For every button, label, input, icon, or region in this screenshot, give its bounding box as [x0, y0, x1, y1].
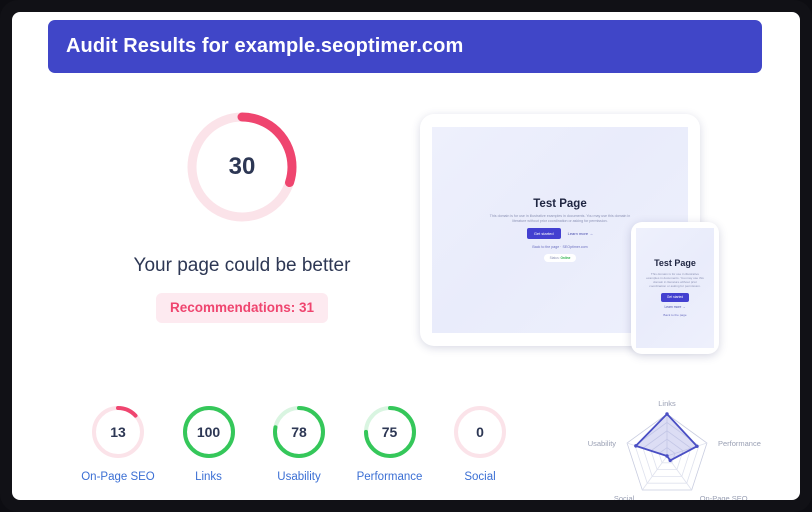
- metric-ring: 13: [90, 404, 146, 460]
- metric-performance[interactable]: 75 Performance: [346, 404, 434, 483]
- gauge-progress-arc: [187, 112, 297, 222]
- metric-ring: 78: [271, 404, 327, 460]
- preview-get-started-button: Get started: [526, 228, 561, 240]
- overall-score-gauge: 30: [182, 107, 302, 227]
- mobile-preview-title: Test Page: [654, 258, 696, 269]
- metric-ring: 75: [362, 404, 418, 460]
- radar-data-point: [695, 444, 699, 448]
- radar-grid-ring: [650, 438, 684, 470]
- mobile-preview-learn-more-link: Learn more →: [664, 304, 686, 309]
- audit-report-card: Audit Results for example.seoptimer.com …: [12, 12, 800, 500]
- radar-grid-ring: [626, 413, 708, 491]
- radar-grid-ring: [658, 447, 676, 464]
- radar-axis-label: Usability: [588, 439, 617, 448]
- metric-label: Performance: [356, 471, 423, 483]
- metric-value: 0: [476, 424, 484, 440]
- page-title: Audit Results for example.seoptimer.com: [66, 35, 464, 57]
- preview-status-value: Online: [560, 256, 571, 261]
- metric-social[interactable]: 0 Social: [436, 404, 524, 483]
- mobile-preview-actions: Get started Learn more →: [660, 292, 690, 309]
- radar-data-polygon: [634, 413, 698, 462]
- category-scores-row: 13 On-Page SEO 100 Links 78 Usability 75 Perfor…: [74, 404, 524, 483]
- metric-usability[interactable]: 78 Usability: [255, 404, 343, 483]
- preview-actions: Get started Learn more →: [526, 228, 594, 240]
- mobile-preview: Test Page This domain is for use in illu…: [631, 222, 719, 354]
- radar-axis-label: Social: [614, 494, 635, 500]
- metric-value: 78: [291, 424, 307, 440]
- mobile-preview-body-text: This domain is for use in illustrative e…: [646, 271, 704, 289]
- recommendations-badge: Recommendations: 31: [155, 293, 329, 323]
- radar-axis-line: [641, 455, 668, 491]
- radar-data-point: [668, 458, 672, 463]
- overall-score-value: 30: [228, 153, 256, 180]
- radar-data-point: [665, 412, 669, 416]
- preview-learn-more-link: Learn more →: [567, 231, 594, 237]
- metric-ring: 100: [181, 404, 237, 460]
- radar-data-point: [665, 454, 669, 458]
- preview-title: Test Page: [533, 197, 587, 210]
- preview-body-text: This domain is for use in illustrative e…: [489, 213, 631, 223]
- site-preview-section: Test Page This domain is for use in illu…: [412, 104, 742, 366]
- overall-score-section: 30 Your page could be better Recommendat…: [72, 107, 412, 332]
- radar-axis-label: Performance: [718, 439, 761, 448]
- metric-value: 75: [381, 424, 398, 440]
- metric-label: On-Page SEO: [81, 471, 155, 483]
- metric-value: 100: [196, 424, 221, 440]
- scores-radar-chart: Links Performance On-Page SEO Social Usabili…: [540, 388, 790, 500]
- mobile-preview-footer-link: Back to the page: [663, 312, 687, 317]
- metric-label: Usability: [277, 471, 321, 483]
- metric-label: Social: [464, 471, 496, 483]
- metric-ring: 0: [452, 404, 508, 460]
- score-message: Your page could be better: [133, 255, 351, 276]
- preview-status-label: Status:: [549, 256, 560, 261]
- mobile-screen: Test Page This domain is for use in illu…: [636, 228, 714, 348]
- metric-on-page-seo[interactable]: 13 On-Page SEO: [74, 404, 162, 483]
- mobile-preview-get-started-button: Get started: [660, 292, 690, 302]
- radar-grid-ring: [642, 430, 692, 477]
- report-header-bar: Audit Results for example.seoptimer.com: [48, 20, 762, 73]
- preview-status-pill: Status: Online: [543, 254, 577, 263]
- radar-axis-label: Links: [658, 399, 676, 408]
- metric-value: 13: [110, 424, 126, 440]
- radar-axis-line: [666, 442, 708, 457]
- metric-links[interactable]: 100 Links: [165, 404, 253, 483]
- metric-label: Links: [195, 471, 222, 483]
- radar-data-point: [634, 444, 638, 448]
- radar-axis-label: On-Page SEO: [700, 494, 748, 500]
- preview-footer-links: Back to the page · SEOptimer.com: [532, 245, 588, 250]
